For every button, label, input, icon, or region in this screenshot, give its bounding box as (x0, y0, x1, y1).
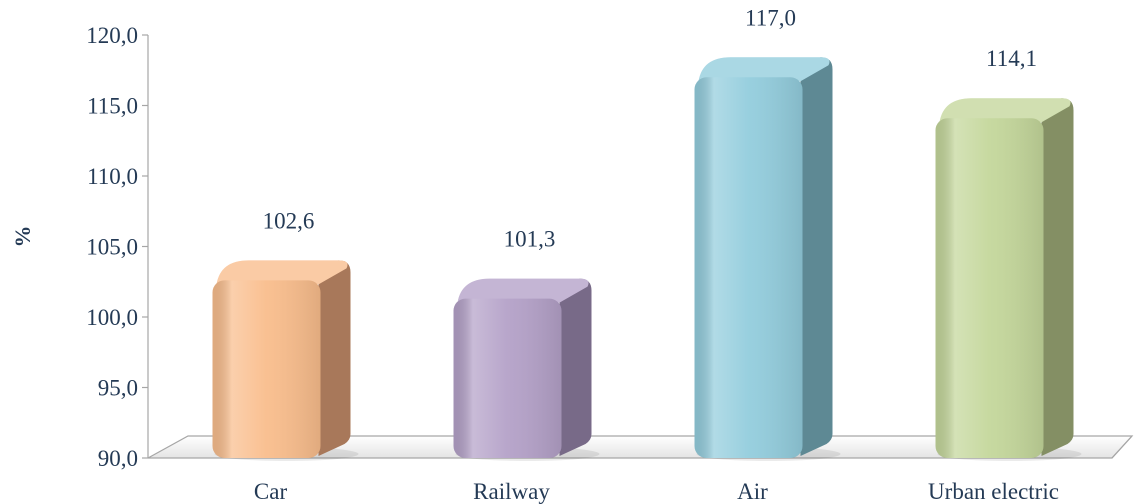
category-label: Car (254, 479, 288, 504)
bar-railway (453, 278, 600, 461)
category-label: Railway (473, 479, 550, 504)
bar-top (939, 98, 1071, 123)
axis-layer: 90,0 95,0 100,0 105,0 110,0 115,0 120,0% (10, 23, 1134, 471)
bar-urban-electric (935, 98, 1082, 461)
y-tick-label: 120,0 (86, 23, 138, 48)
data-label: 102,6 (263, 208, 315, 233)
bar-top-highlight (698, 57, 830, 82)
bar-front-shade (212, 280, 321, 458)
labels-layer: 102,6 Car 101,3 Railway 117,0 Air 114,1 Urban e… (254, 5, 1059, 504)
bar-top-highlight (939, 98, 1071, 123)
floor-edge (1111, 435, 1133, 459)
bar-side (800, 57, 833, 457)
bar-side (1041, 98, 1074, 456)
y-tick-label: 110,0 (87, 164, 138, 189)
data-label: 117,0 (745, 5, 796, 30)
data-label: 101,3 (504, 227, 556, 252)
data-label: 114,1 (986, 46, 1037, 71)
category-label: Air (737, 479, 768, 504)
y-tick-label: 100,0 (86, 305, 138, 330)
bar-front-shade (453, 298, 562, 458)
bar-front-shade (694, 77, 803, 459)
bar-car (212, 260, 359, 461)
y-tick-label: 105,0 (86, 235, 138, 260)
bar-top-highlight (216, 260, 348, 285)
bar-side (318, 260, 351, 456)
category-label: Urban electric (928, 479, 1059, 504)
y-tick-label: 95,0 (98, 376, 138, 401)
y-tick-label: 90,0 (98, 446, 138, 471)
bars-layer (212, 57, 1082, 461)
y-axis-title: % (10, 226, 35, 248)
bar-top-highlight (457, 278, 589, 303)
bar-front-shade (935, 118, 1044, 458)
bar-side (559, 278, 592, 456)
bar-top (457, 278, 589, 303)
y-tick-label: 115,0 (87, 94, 138, 119)
bar-air (694, 57, 841, 461)
bar-top (216, 260, 348, 285)
bar-top (698, 57, 830, 82)
